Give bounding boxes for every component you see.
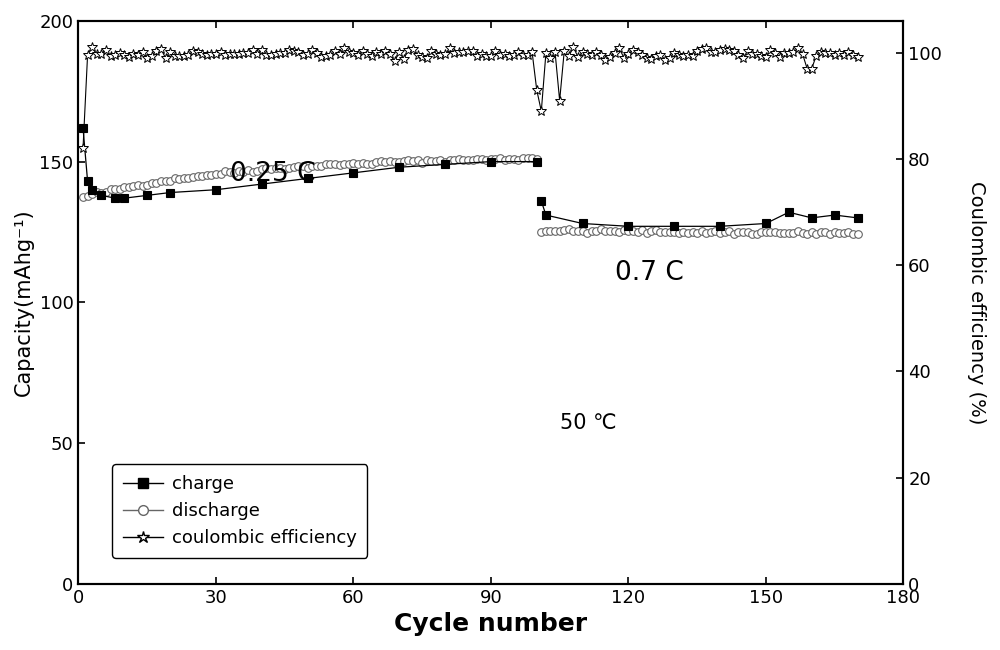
X-axis label: Cycle number: Cycle number [394, 612, 587, 636]
Legend: charge, discharge, coulombic efficiency: charge, discharge, coulombic efficiency [112, 464, 367, 558]
discharge [531, 155, 543, 162]
Text: 50 ℃: 50 ℃ [560, 413, 616, 433]
Text: 0.7 C: 0.7 C [615, 260, 683, 286]
discharge [347, 159, 359, 166]
charge [347, 169, 359, 177]
charge [77, 124, 89, 132]
charge [531, 158, 543, 166]
charge [141, 192, 153, 200]
coulombic efficiency [567, 43, 579, 51]
discharge [311, 162, 323, 170]
coulombic efficiency [187, 47, 199, 55]
charge [82, 177, 94, 185]
Text: 0.25 C: 0.25 C [230, 161, 315, 187]
coulombic efficiency [366, 52, 378, 60]
coulombic efficiency [774, 53, 786, 60]
coulombic efficiency [453, 48, 465, 56]
charge [485, 158, 497, 166]
Y-axis label: Capacity(mAhg⁻¹): Capacity(mAhg⁻¹) [14, 209, 34, 396]
charge [302, 175, 314, 183]
Line: coulombic efficiency: coulombic efficiency [78, 42, 862, 153]
discharge [77, 192, 89, 200]
Line: charge: charge [79, 124, 541, 202]
charge [210, 186, 222, 194]
charge [256, 180, 268, 188]
discharge [182, 175, 194, 183]
discharge [512, 156, 524, 164]
discharge [164, 177, 176, 185]
coulombic efficiency [485, 52, 497, 60]
charge [164, 188, 176, 196]
Y-axis label: Coulombic efficiency (%): Coulombic efficiency (%) [967, 181, 986, 424]
discharge [494, 154, 506, 162]
coulombic efficiency [448, 49, 460, 57]
charge [109, 194, 121, 202]
charge [393, 163, 405, 171]
charge [439, 161, 451, 168]
discharge [499, 155, 511, 163]
charge [118, 194, 130, 202]
charge [95, 192, 107, 200]
coulombic efficiency [852, 53, 864, 60]
coulombic efficiency [77, 144, 89, 152]
charge [86, 186, 98, 194]
Line: discharge: discharge [79, 154, 541, 200]
